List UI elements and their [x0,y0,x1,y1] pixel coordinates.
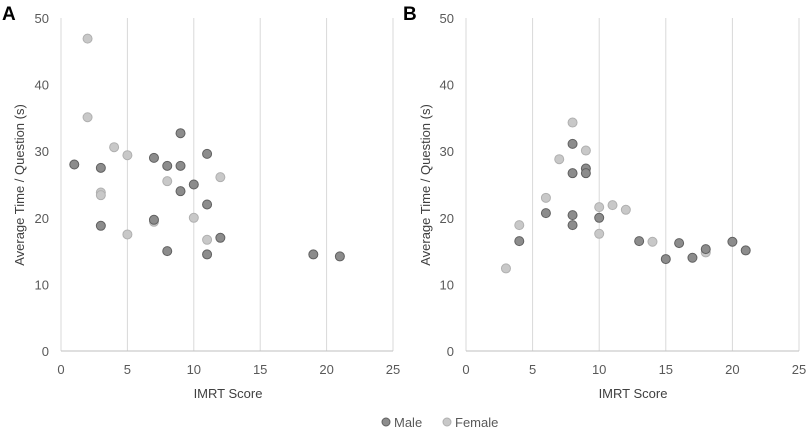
data-point-female [580,145,591,156]
x-tick-label: 25 [792,362,806,377]
x-tick-label: 5 [124,362,131,377]
data-point-male [69,159,80,170]
legend: Male Female [381,415,498,430]
x-tick-label: 5 [529,362,536,377]
legend-marker-male [381,417,391,427]
data-point-male [148,214,159,225]
data-point-male [162,160,173,171]
data-point-female [95,190,106,201]
data-point-female [215,172,226,183]
data-point-male [700,244,711,255]
legend-label-male: Male [394,415,422,429]
data-point-female [202,234,213,245]
x-tick-label: 20 [725,362,739,377]
y-axis-label-a: Average Time / Question (s) [12,104,27,266]
data-point-male [202,199,213,210]
data-point-female [122,229,133,240]
y-tick-label: 40 [440,78,454,93]
x-tick-label: 15 [253,362,267,377]
plot-area-a: 0 5 10 15 20 25 0 10 20 30 40 50 [35,11,401,377]
data-point-male [567,168,578,179]
data-point-female [82,33,93,44]
data-point-male [674,238,685,249]
x-tick-label: 10 [592,362,606,377]
data-point-female [554,154,565,165]
data-point-male [95,220,106,231]
data-point-male [727,236,738,247]
data-point-male [308,249,319,260]
panel-letter-b: B [403,4,417,25]
x-tick-label: 20 [319,362,333,377]
data-point-female [109,142,120,153]
data-point-male [567,138,578,149]
data-point-female [82,112,93,123]
y-tick-label: 0 [42,344,49,359]
data-point-male [567,210,578,221]
data-point-female [188,212,199,223]
data-point-male [95,162,106,173]
data-point-male [634,236,645,247]
x-tick-label: 15 [659,362,673,377]
data-point-male [540,208,551,219]
data-point-female [567,117,578,128]
data-point-female [162,176,173,187]
data-point-male [567,220,578,231]
y-tick-label: 50 [440,11,454,26]
y-tick-label: 0 [447,344,454,359]
data-point-male [175,128,186,139]
data-point-male [740,245,751,256]
data-point-female [514,220,525,231]
y-tick-label: 20 [440,211,454,226]
data-point-male [188,179,199,190]
data-point-female [594,202,605,213]
data-point-female [594,228,605,239]
data-point-male [175,186,186,197]
data-point-male [148,152,159,163]
data-point-male [162,246,173,257]
y-tick-label: 30 [440,144,454,159]
legend-marker-female [442,417,452,427]
panel-letter-a: A [2,4,16,25]
x-tick-label: 10 [187,362,201,377]
x-tick-label: 25 [386,362,400,377]
y-tick-label: 10 [35,277,49,292]
y-tick-label: 40 [35,78,49,93]
y-tick-label: 20 [35,211,49,226]
x-axis-label-b: IMRT Score [599,386,668,401]
y-tick-label: 30 [35,144,49,159]
x-tick-label: 0 [57,362,64,377]
x-axis-label-a: IMRT Score [194,386,263,401]
y-tick-label: 50 [35,11,49,26]
y-tick-label: 10 [440,277,454,292]
data-point-male [514,236,525,247]
data-point-female [500,263,511,274]
data-point-male [687,252,698,263]
data-point-female [647,236,658,247]
plot-area-b: 0 5 10 15 20 25 0 10 20 30 40 50 [440,11,807,377]
data-point-male [660,254,671,265]
x-tick-label: 0 [462,362,469,377]
data-point-male [215,232,226,243]
data-point-female [607,200,618,211]
y-axis-label-b: Average Time / Question (s) [418,104,433,266]
data-point-female [540,192,551,203]
data-point-female [122,150,133,161]
data-point-male [202,148,213,159]
data-point-male [334,251,345,262]
data-point-male [580,168,591,179]
data-point-male [202,249,213,260]
legend-label-female: Female [455,415,498,429]
data-point-male [594,212,605,223]
data-point-male [175,160,186,171]
data-point-female [620,204,631,215]
